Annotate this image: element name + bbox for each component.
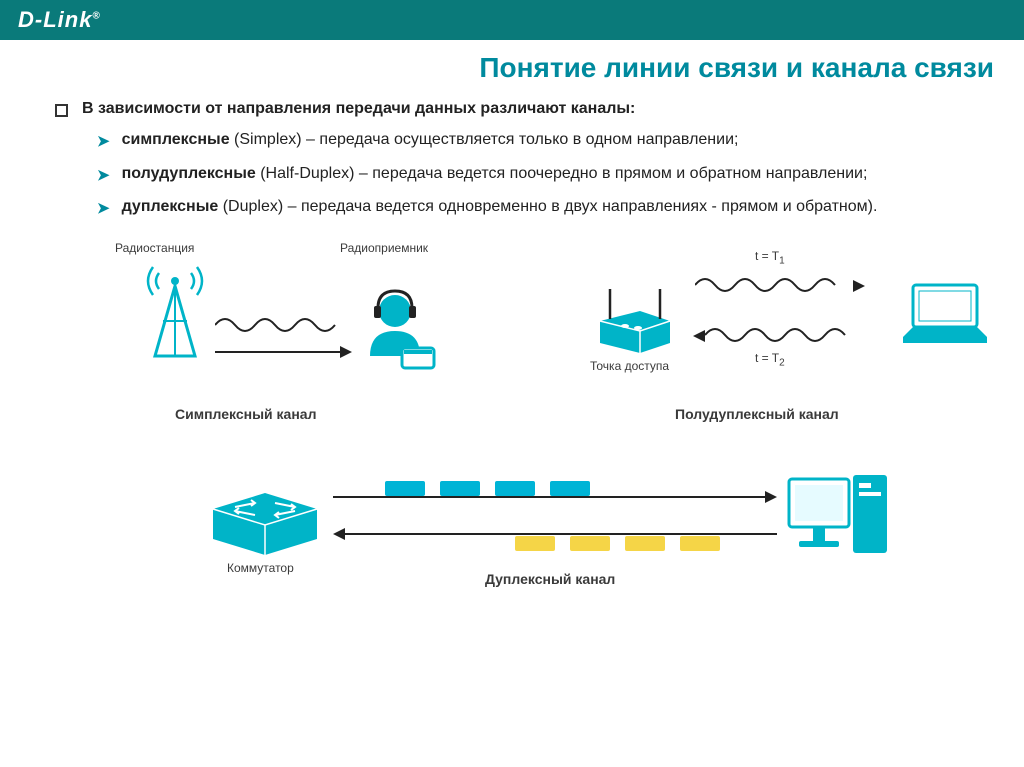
item-text: симплексные (Simplex) – передача осущест…	[122, 128, 984, 152]
access-point-icon	[590, 281, 680, 356]
arrow-left-icon	[333, 528, 345, 540]
duplex-channel-label: Дуплексный канал	[485, 571, 615, 587]
t2-text: t = T	[755, 351, 779, 365]
item-text: полудуплексные (Half-Duplex) – передача …	[122, 162, 984, 186]
halfduplex-diagram: Точка доступа t = T1 t = T2	[555, 241, 1024, 441]
switch-icon	[205, 481, 325, 561]
pc-icon	[785, 469, 895, 564]
laptop-icon	[895, 279, 995, 354]
arrow-right-icon	[853, 280, 865, 292]
item-paren: (Half-Duplex)	[260, 165, 354, 182]
item-text: дуплексные (Duplex) – передача ведется о…	[122, 195, 984, 219]
list-item: ➤ полудуплексные (Half-Duplex) – передач…	[97, 162, 984, 188]
data-block	[440, 481, 480, 496]
t2-sub: 2	[779, 357, 785, 368]
brand-logo: D-Link®	[18, 7, 101, 33]
arrow-right-icon	[765, 491, 777, 503]
header-bar: D-Link®	[0, 0, 1024, 40]
radioreceiver-label: Радиоприемник	[340, 241, 428, 255]
item-paren: (Duplex)	[223, 198, 283, 215]
simplex-diagram: Радиостанция Радиоприемник	[105, 241, 505, 441]
data-block	[515, 536, 555, 551]
arrow-left-icon	[693, 330, 705, 342]
arrow-line	[345, 533, 777, 535]
access-point-label: Точка доступа	[590, 359, 669, 373]
wave-out-icon	[695, 273, 855, 298]
data-block	[385, 481, 425, 496]
item-rest: – передача осуществляется только в одном…	[302, 131, 739, 148]
wave-in-icon	[705, 323, 865, 348]
duplex-diagram: Коммутатор Д	[205, 461, 945, 621]
chevron-icon: ➤	[97, 165, 110, 188]
item-rest: – передача ведется поочередно в прямом и…	[354, 165, 867, 182]
intro-text: В зависимости от направления передачи да…	[82, 100, 984, 118]
radio-tower-icon	[145, 261, 205, 361]
data-block	[625, 536, 665, 551]
simplex-channel-label: Симплексный канал	[175, 406, 316, 422]
items-list: ➤ симплексные (Simplex) – передача осуще…	[55, 128, 984, 221]
page-title: Понятие линии связи и канала связи	[479, 52, 994, 84]
list-item: ➤ дуплексные (Duplex) – передача ведется…	[97, 195, 984, 221]
brand-text: D-Link	[18, 7, 92, 32]
item-rest: – передача ведется одновременно в двух н…	[283, 198, 877, 215]
chevron-icon: ➤	[97, 198, 110, 221]
arrow-line	[215, 351, 340, 353]
t1-text: t = T	[755, 249, 779, 263]
item-bold: полудуплексные	[122, 165, 256, 182]
item-bold: симплексные	[122, 131, 230, 148]
square-bullet-icon	[55, 104, 68, 117]
halfduplex-channel-label: Полудуплексный канал	[675, 406, 839, 422]
t1-label: t = T1	[755, 249, 785, 266]
data-block	[570, 536, 610, 551]
title-row: Понятие линии связи и канала связи	[0, 40, 1024, 84]
brand-reg: ®	[92, 11, 100, 22]
diagrams-area: Радиостанция Радиоприемник	[55, 231, 984, 651]
arrow-line	[333, 496, 765, 498]
t1-sub: 1	[779, 255, 785, 266]
receiver-icon	[360, 286, 440, 376]
data-block	[495, 481, 535, 496]
list-item: ➤ симплексные (Simplex) – передача осуще…	[97, 128, 984, 154]
wave-icon	[215, 313, 345, 338]
content: В зависимости от направления передачи да…	[0, 84, 1024, 651]
t2-label: t = T2	[755, 351, 785, 368]
item-bold: дуплексные	[122, 198, 219, 215]
data-block	[550, 481, 590, 496]
radiostation-label: Радиостанция	[115, 241, 194, 255]
arrow-right-icon	[340, 346, 352, 358]
switch-label: Коммутатор	[227, 561, 294, 575]
chevron-icon: ➤	[97, 131, 110, 154]
intro-row: В зависимости от направления передачи да…	[55, 100, 984, 118]
item-paren: (Simplex)	[234, 131, 302, 148]
data-block	[680, 536, 720, 551]
